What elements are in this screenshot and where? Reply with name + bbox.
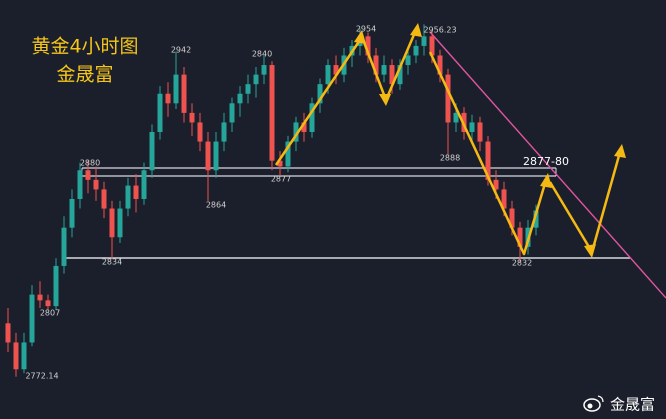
price-label: 2864 — [206, 201, 226, 210]
candle-body — [189, 112, 195, 123]
candle-body — [149, 132, 155, 171]
price-label: 2807 — [40, 309, 60, 318]
candle-body — [277, 160, 283, 167]
candle-body — [29, 294, 35, 343]
price-label: 2840 — [252, 50, 272, 59]
candle-body — [405, 55, 411, 66]
candle-body — [301, 122, 307, 133]
candle-body — [421, 36, 427, 46]
candle-body — [413, 45, 419, 56]
price-label: 2832 — [512, 259, 532, 268]
price-label: 2772.14 — [25, 372, 58, 381]
candle-body — [533, 210, 539, 228]
candle-body — [109, 208, 115, 238]
candle-body — [125, 185, 131, 209]
candle-body — [317, 84, 323, 104]
candle-body — [477, 122, 483, 142]
candle-body — [173, 74, 179, 104]
candle-body — [509, 208, 515, 228]
zone-label: 2877-80 — [523, 155, 569, 168]
candle-body — [141, 170, 147, 199]
candle-body — [53, 265, 59, 307]
candle-body — [117, 208, 123, 238]
price-labels: 2942 2840 2954 2956.23 2880 2877 2864 2834 2888 2… — [25, 25, 532, 381]
candle-body — [213, 141, 219, 171]
watermark-icon — [583, 395, 604, 412]
arrow-path — [428, 51, 548, 256]
candle-body — [77, 170, 83, 199]
candle-body — [221, 122, 227, 142]
candles — [5, 24, 539, 377]
candle-body — [205, 141, 211, 171]
candle-body — [37, 294, 43, 301]
arrow-head — [540, 173, 552, 188]
candle-body — [469, 122, 475, 133]
candle-body — [429, 36, 435, 56]
candle-body — [133, 185, 139, 199]
watermark: 金晟富 — [610, 396, 655, 414]
price-label: 2888 — [440, 154, 460, 163]
candle-body — [85, 170, 91, 180]
candle-body — [5, 323, 11, 343]
arrow-head — [584, 244, 596, 258]
candle-body — [245, 84, 251, 94]
candle-body — [493, 179, 499, 190]
candle-body — [269, 65, 275, 161]
price-label: 2880 — [80, 159, 100, 168]
candle-body — [13, 342, 19, 370]
candle-body — [333, 65, 339, 75]
arrow-head — [410, 23, 422, 37]
candle-body — [501, 189, 507, 209]
candle-body — [237, 93, 243, 104]
arrow-head — [354, 30, 366, 44]
price-label: 2954 — [356, 25, 376, 34]
candle-body — [253, 74, 259, 85]
candle-body — [165, 93, 171, 104]
candle-body — [485, 141, 491, 180]
candle-body — [373, 55, 379, 75]
chart-subtitle: 金晟富 — [56, 64, 113, 86]
candle-body — [437, 55, 443, 75]
candle-body — [93, 179, 99, 190]
candle-body — [445, 74, 451, 123]
candle-body — [157, 93, 163, 133]
candle-body — [453, 112, 459, 123]
price-label: 2956.23 — [423, 26, 456, 35]
candle-body — [325, 65, 331, 85]
arrow-heads — [354, 23, 626, 258]
price-label: 2834 — [102, 258, 122, 267]
candle-body — [45, 300, 51, 307]
chart-title: 黄金4小时图 — [31, 36, 138, 58]
candle-body — [309, 103, 315, 133]
candle-body — [397, 65, 403, 85]
candle-body — [381, 65, 387, 75]
arrow-path — [274, 29, 418, 166]
trend-line — [429, 31, 666, 299]
candle-body — [101, 189, 107, 209]
arrow-head — [379, 94, 391, 106]
candle-body — [293, 122, 299, 142]
arrow-head — [614, 144, 626, 158]
candle-body — [197, 122, 203, 142]
candle-body — [261, 65, 267, 75]
candle-body — [229, 103, 235, 123]
candle-body — [21, 342, 27, 370]
candle-body — [61, 227, 67, 266]
candle-body — [365, 36, 371, 56]
candle-body — [285, 141, 291, 167]
price-label: 2942 — [171, 46, 191, 55]
candle-body — [517, 227, 523, 247]
candle-body — [69, 198, 75, 228]
price-label: 2877 — [271, 175, 291, 184]
candle-body — [389, 65, 395, 85]
candle-body — [181, 74, 187, 113]
